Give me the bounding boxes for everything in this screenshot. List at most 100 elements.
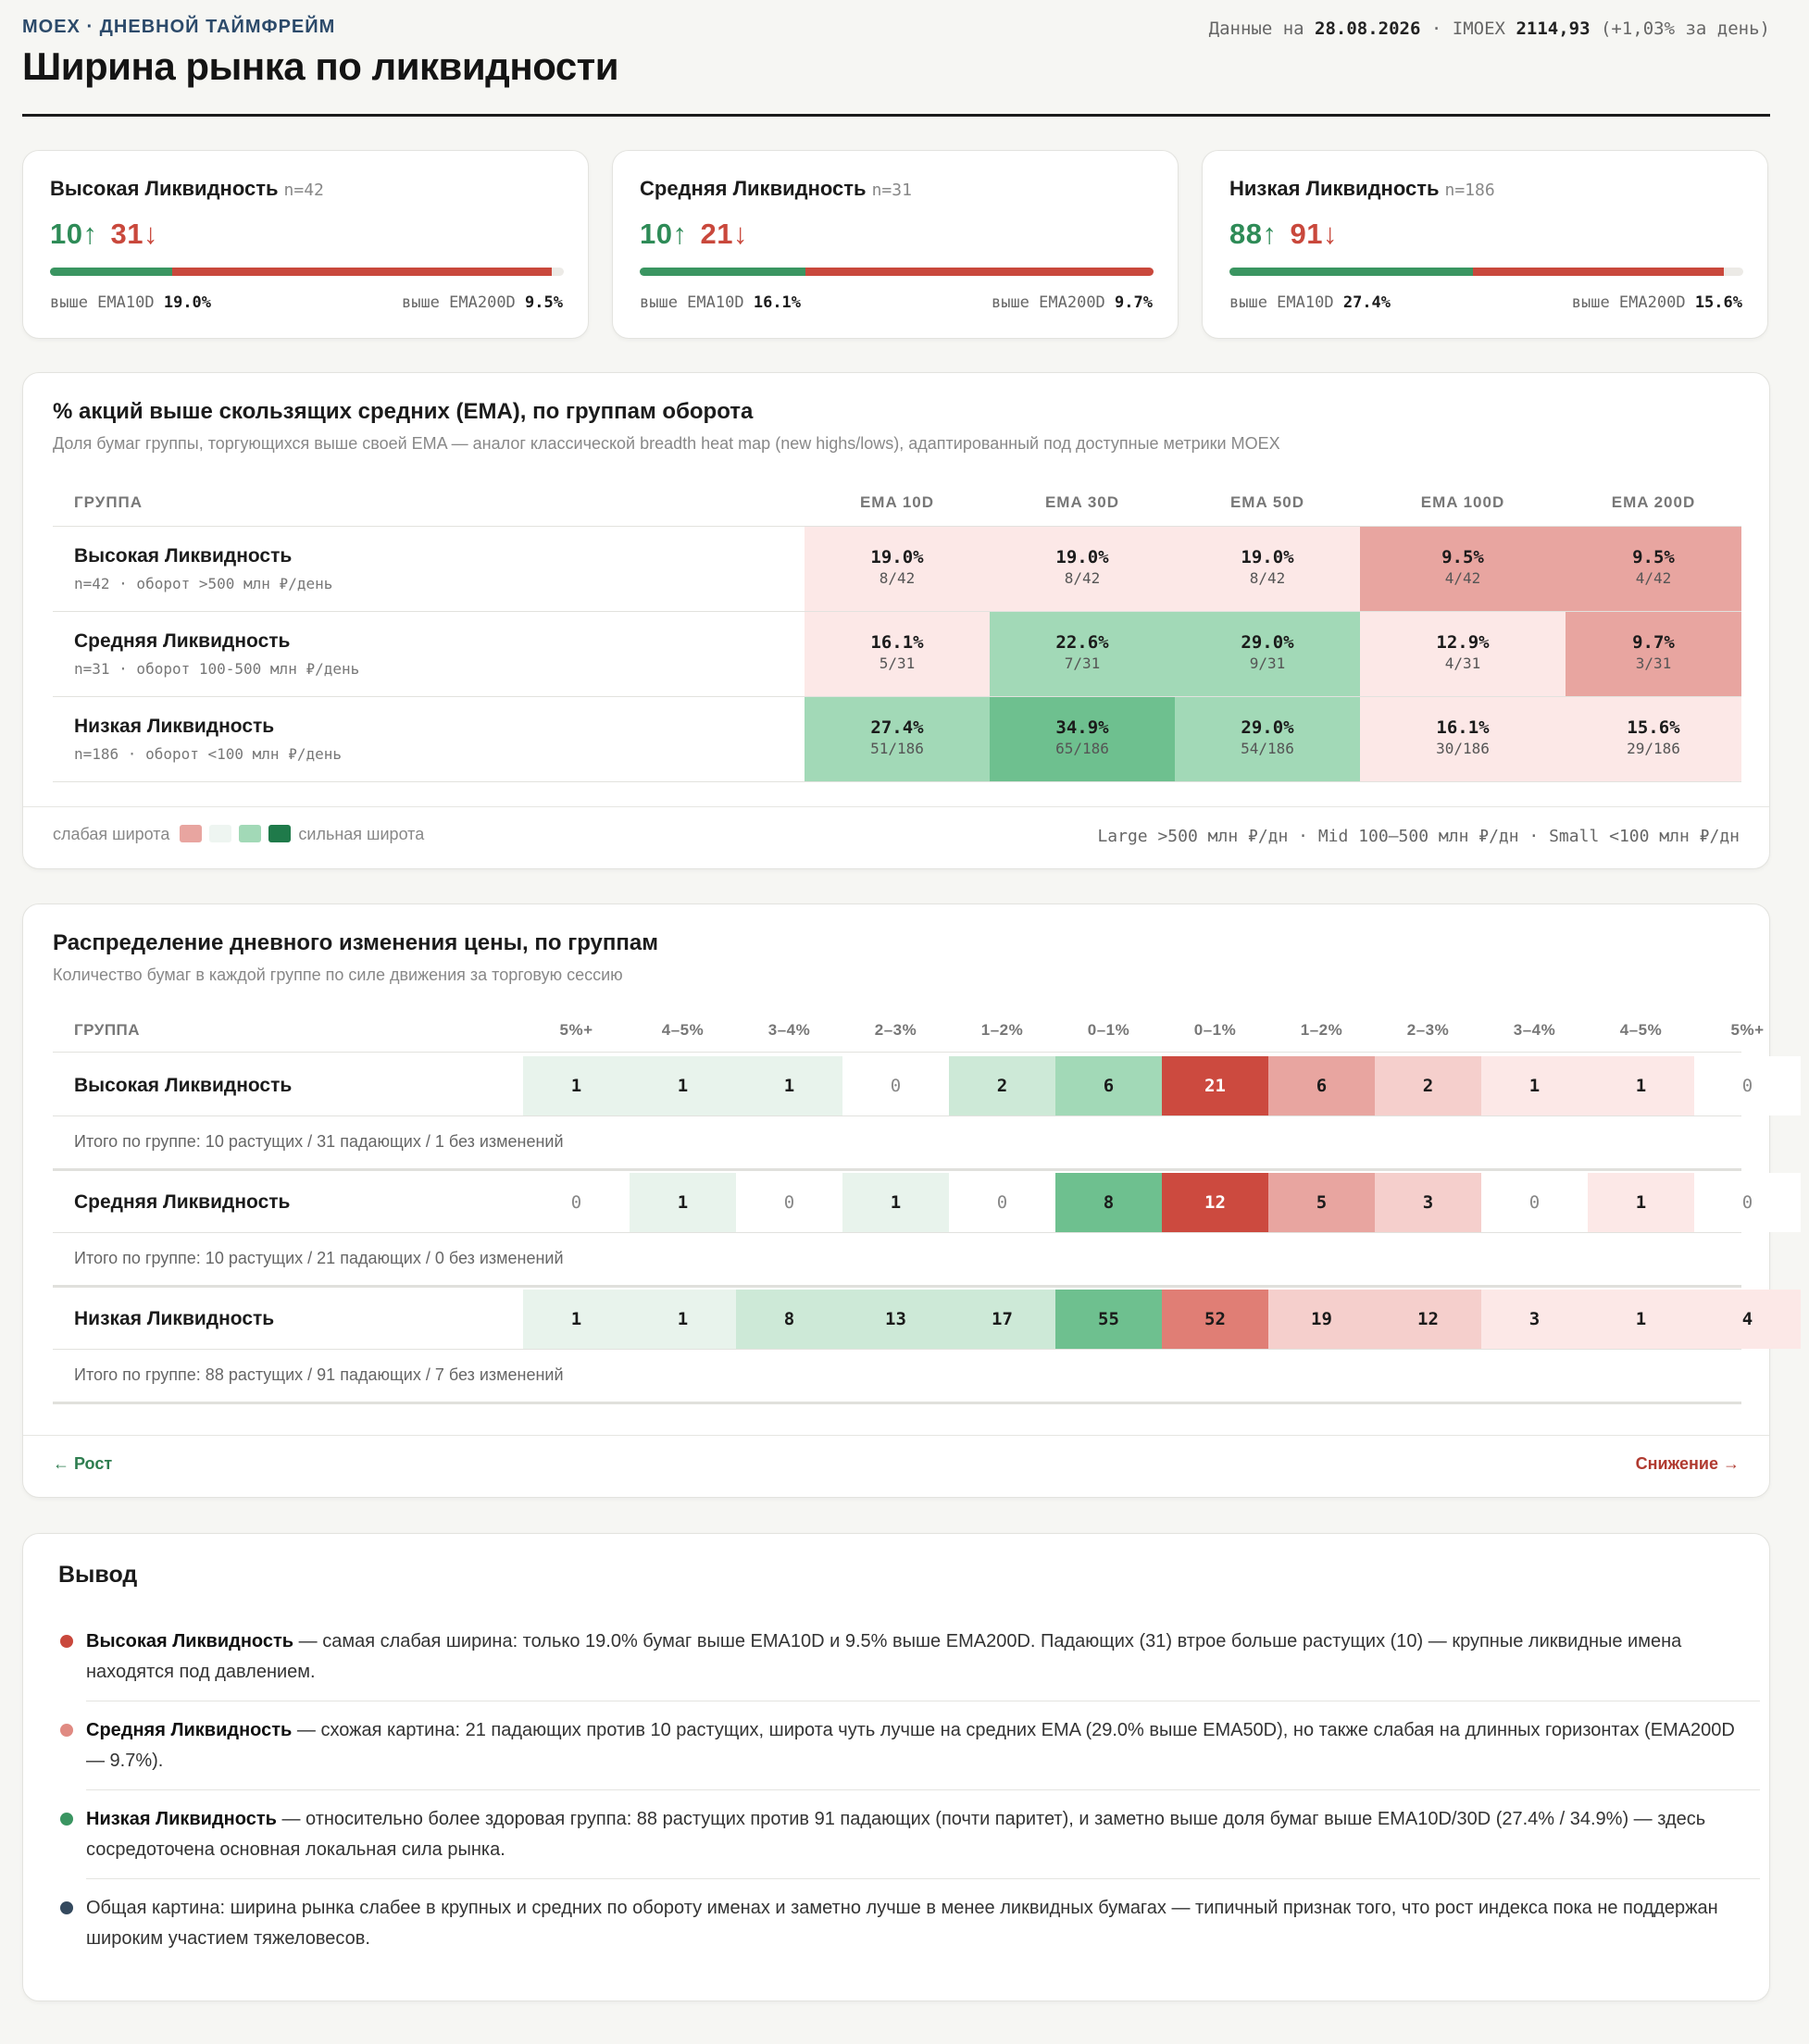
ema-column-header: EMA 50D: [1229, 493, 1305, 511]
dist-count-cell: 5: [1268, 1173, 1375, 1232]
ema200-value: 9.7%: [1115, 293, 1153, 312]
ema-column-header: EMA 10D: [859, 493, 935, 511]
ema-percent: 15.6%: [1627, 717, 1680, 738]
ema-percent: 12.9%: [1436, 632, 1490, 653]
advance-bar-segment: [1229, 268, 1473, 276]
conclusion-group-name: Высокая Ликвидность: [86, 1631, 294, 1651]
ema-fraction: 4/42: [1444, 569, 1481, 587]
ema200-value: 15.6%: [1694, 293, 1742, 312]
ema10-value: 27.4%: [1342, 293, 1391, 312]
decline-bar-segment: [805, 268, 1154, 276]
conclusion-body: — схожая картина: 21 падающих против 10 …: [86, 1720, 1735, 1771]
dist-count-cell: 0: [842, 1056, 949, 1115]
ema200-label: выше EMA200D: [401, 293, 516, 312]
ema-fraction: 5/31: [879, 654, 916, 672]
dist-count-cell: 1: [1588, 1056, 1694, 1115]
conclusion-item: Низкая Ликвидность — относительно более …: [58, 1804, 1736, 1865]
kpi-card-high: Высокая Ликвидность n=42 10↑ 31↓ выше EMA10D…: [22, 150, 589, 339]
ema-percent: 16.1%: [1436, 717, 1490, 738]
ema-heat-cell: 27.4% 51/186: [805, 697, 990, 781]
flow-up-label: ← Рост: [53, 1454, 113, 1473]
bullet-dot-icon: [60, 1635, 73, 1648]
dist-count-cell: 3: [1481, 1290, 1588, 1349]
group-separator: [53, 1402, 1741, 1404]
bullet-dot-icon: [60, 1813, 73, 1826]
ema10-value: 16.1%: [753, 293, 802, 312]
ema-heat-cell: 12.9% 4/31: [1360, 612, 1566, 696]
conclusion-body: Общая картина: ширина рынка слабее в кру…: [86, 1898, 1718, 1949]
flow-down-label: Снижение →: [1635, 1454, 1740, 1473]
dist-count-cell: 1: [842, 1173, 949, 1232]
meta-sep: ·: [1430, 19, 1442, 39]
ema-heat-cell: 9.7% 3/31: [1566, 612, 1741, 696]
ema10-label: выше EMA10D: [1229, 293, 1334, 312]
dist-count-cell: 0: [1694, 1056, 1801, 1115]
ema-heat-cell: 16.1% 5/31: [805, 612, 990, 696]
row-group-name: Высокая Ликвидность: [74, 545, 293, 567]
conclusion-text: Средняя Ликвидность — схожая картина: 21…: [86, 1715, 1736, 1776]
ema200-label: выше EMA200D: [1571, 293, 1686, 312]
ema-table-header: ГРУППА EMA 10D EMA 30D EMA 50D EMA 100D EMA …: [53, 477, 1741, 527]
advance-decline: 88↑ 91↓: [1229, 218, 1338, 251]
ema-heat-cell: 29.0% 54/186: [1175, 697, 1360, 781]
ema-heat-cell: 9.5% 4/42: [1566, 527, 1741, 611]
divider: [23, 1435, 1769, 1436]
ema10-summary: выше EMA10D 16.1%: [640, 293, 801, 312]
dist-count-cell: 55: [1055, 1290, 1162, 1349]
dist-table-row: Высокая Ликвидность 1 1 1 0 2 6 21 6 2 1 1 0: [53, 1056, 1801, 1116]
conclusion-title: Вывод: [58, 1562, 138, 1588]
divider: [86, 1878, 1760, 1879]
dist-count-cell: 1: [630, 1056, 736, 1115]
ema-heat-cell: 19.0% 8/42: [805, 527, 990, 611]
conclusion-card: Вывод Высокая Ликвидность — самая слабая…: [22, 1533, 1770, 2001]
ema200-summary: выше EMA200D 15.6%: [1572, 293, 1742, 312]
ema-section-title: % акций выше скользящих средних (EMA), п…: [53, 399, 754, 424]
dist-count-cell: 21: [1162, 1056, 1268, 1115]
group-name: Низкая Ликвидность n=186: [1229, 177, 1495, 200]
ema-heatmap-card: % акций выше скользящих средних (EMA), п…: [22, 372, 1770, 869]
dist-count-cell: 2: [949, 1056, 1055, 1115]
heatmap-legend: слабая широта сильная широта: [53, 825, 424, 844]
data-meta: Данные на 28.08.2026 · IMOEX 2114,93 (+1…: [1209, 19, 1770, 39]
dist-column-header: 1–2%: [980, 1021, 1024, 1039]
ema-heat-cell: 22.6% 7/31: [990, 612, 1175, 696]
ema-fraction: 7/31: [1064, 654, 1101, 672]
row-group-details: n=31 · оборот 100-500 млн ₽/день: [74, 660, 360, 678]
conclusion-text: Низкая Ликвидность — относительно более …: [86, 1804, 1736, 1865]
ema-fraction: 8/42: [879, 569, 916, 587]
ema-fraction: 51/186: [870, 740, 924, 757]
group-count: n=42: [283, 181, 324, 200]
group-column-header: ГРУППА: [74, 1021, 141, 1039]
dist-count-cell: 1: [630, 1290, 736, 1349]
dist-table-row: Низкая Ликвидность 1 1 8 13 17 55 52 19 12 3 1 4: [53, 1290, 1801, 1350]
advancers-count: 10↑: [50, 218, 98, 250]
ema10-label: выше EMA10D: [640, 293, 744, 312]
conclusion-group-name: Средняя Ликвидность: [86, 1720, 293, 1740]
dist-column-header: 1–2%: [1300, 1021, 1343, 1039]
ema-heat-cell: 15.6% 29/186: [1566, 697, 1741, 781]
dist-count-cell: 19: [1268, 1290, 1375, 1349]
ema-summary: выше EMA10D 19.0% выше EMA200D 9.5%: [50, 293, 563, 312]
ema-percent: 19.0%: [1055, 547, 1109, 567]
ema-percent: 27.4%: [870, 717, 924, 738]
row-group-name: Высокая Ликвидность: [74, 1075, 293, 1096]
dist-count-cell: 12: [1162, 1173, 1268, 1232]
conclusion-text: Общая картина: ширина рынка слабее в кру…: [86, 1893, 1736, 1954]
ema200-label: выше EMA200D: [991, 293, 1105, 312]
kpi-card-low: Низкая Ликвидность n=186 88↑ 91↓ выше EMA10D…: [1202, 150, 1768, 339]
divider: [86, 1789, 1760, 1790]
dist-column-header: 2–3%: [874, 1021, 917, 1039]
ema-fraction: 54/186: [1241, 740, 1294, 757]
group-summary: Итого по группе: 10 растущих / 21 падающ…: [74, 1249, 564, 1267]
dist-column-header: 2–3%: [1406, 1021, 1450, 1039]
legend-swatch: [268, 825, 292, 842]
conclusion-group-name: Низкая Ликвидность: [86, 1809, 277, 1829]
dist-column-header: 4–5%: [1619, 1021, 1663, 1039]
ema10-summary: выше EMA10D 19.0%: [50, 293, 211, 312]
conclusion-text: Высокая Ликвидность — самая слабая ширин…: [86, 1626, 1736, 1688]
dist-count-cell: 1: [1481, 1056, 1588, 1115]
ema-percent: 9.5%: [1441, 547, 1484, 567]
liquidity-thresholds: Large >500 млн ₽/дн · Mid 100–500 млн ₽/…: [1097, 827, 1740, 846]
ema-percent: 29.0%: [1241, 632, 1294, 653]
dist-column-header: 4–5%: [661, 1021, 705, 1039]
